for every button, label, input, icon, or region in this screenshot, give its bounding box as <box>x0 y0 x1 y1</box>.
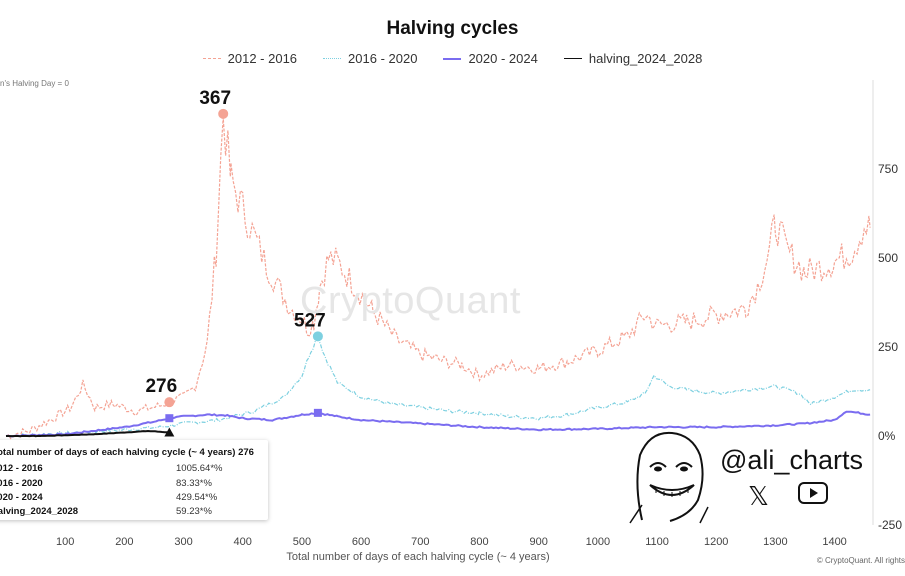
copyright: © CryptoQuant. All rights <box>816 556 905 565</box>
y-tick-label: -250 <box>878 518 902 532</box>
tooltip-row-value: 1005.64*% <box>176 463 223 474</box>
annotation-label: 527 <box>294 310 326 331</box>
tooltip-row-label: 2016 - 2020 <box>0 478 43 489</box>
x-tick-label: 600 <box>352 536 370 548</box>
youtube-icon[interactable] <box>798 482 828 504</box>
tooltip-row-value: 59.23*% <box>176 506 212 517</box>
x-tick-label: 1000 <box>586 536 610 548</box>
y-tick-label: 0% <box>878 429 896 443</box>
tooltip-row-value: 83.33*% <box>176 478 212 489</box>
tooltip: Total number of days of each halving cyc… <box>0 440 268 520</box>
x-logo-icon[interactable]: 𝕏 <box>748 481 769 511</box>
legend-label: 2016 - 2020 <box>348 51 418 66</box>
series-line-halving-2024-2028 <box>6 429 170 438</box>
legend-label: 2012 - 2016 <box>227 51 298 66</box>
social-handle: @ali_charts <box>720 445 863 475</box>
x-tick-label: 700 <box>411 536 429 548</box>
subnote: n's Halving Day = 0 <box>0 79 69 88</box>
chart-title: Halving cycles <box>386 18 519 39</box>
y-tick-label: 500 <box>878 251 898 265</box>
legend-swatch-2020-2024 <box>443 57 462 60</box>
legend-label: halving_2024_2028 <box>588 51 703 66</box>
x-tick-label: 100 <box>56 536 74 548</box>
series-marker <box>165 414 174 423</box>
series-line-2020---2024 <box>5 410 871 438</box>
x-tick-label: 200 <box>115 536 133 548</box>
x-tick-label: 1300 <box>763 536 787 548</box>
chart-legend: 2012 - 2016 2016 - 2020 2020 - 2024 halv… <box>0 51 905 66</box>
legend-item-2016-2020[interactable]: 2016 - 2020 <box>323 51 417 66</box>
watermark: CryptoQuant <box>300 280 521 322</box>
y-tick-label: 250 <box>878 340 898 354</box>
x-tick-label: 1200 <box>704 536 728 548</box>
current-marker <box>164 427 175 437</box>
x-tick-label: 500 <box>293 536 311 548</box>
x-tick-label: 800 <box>470 536 488 548</box>
legend-swatch-2016-2020 <box>323 58 342 59</box>
annotation-label: 367 <box>199 88 231 109</box>
series-marker <box>313 408 322 417</box>
legend-label: 2020 - 2024 <box>468 51 538 66</box>
troll-face-avatar <box>629 431 709 524</box>
annotation-marker <box>164 397 175 408</box>
legend-item-halving-2024-2028[interactable]: halving_2024_2028 <box>563 51 703 66</box>
tooltip-header: Total number of days of each halving cyc… <box>0 447 254 458</box>
x-tick-label: 1100 <box>645 536 669 548</box>
tooltip-row-label: 2020 - 2024 <box>0 492 43 503</box>
annotation-marker <box>218 108 229 119</box>
legend-swatch-halving-2024-2028 <box>563 58 582 59</box>
x-tick-label: 300 <box>174 536 192 548</box>
x-tick-label: 1400 <box>822 536 846 548</box>
annotation-marker <box>312 331 323 342</box>
x-tick-label: 900 <box>529 536 547 548</box>
legend-item-2012-2016[interactable]: 2012 - 2016 <box>202 51 298 66</box>
branding: @ali_charts 𝕏 <box>620 425 905 525</box>
legend-item-2020-2024[interactable]: 2020 - 2024 <box>443 51 538 66</box>
y-tick-label: 750 <box>878 162 898 176</box>
annotation-label: 276 <box>145 376 177 397</box>
x-tick-label: 400 <box>234 536 252 548</box>
series-line-2012---2016 <box>5 117 871 440</box>
tooltip-row-label: 2012 - 2016 <box>0 463 43 474</box>
series-line-2016---2020 <box>5 338 871 438</box>
x-axis-label: Total number of days of each halving cyc… <box>286 551 549 563</box>
tooltip-row-label: halving_2024_2028 <box>0 506 79 517</box>
tooltip-row-value: 429.54*% <box>176 492 218 503</box>
legend-swatch-2012-2016 <box>202 58 221 59</box>
